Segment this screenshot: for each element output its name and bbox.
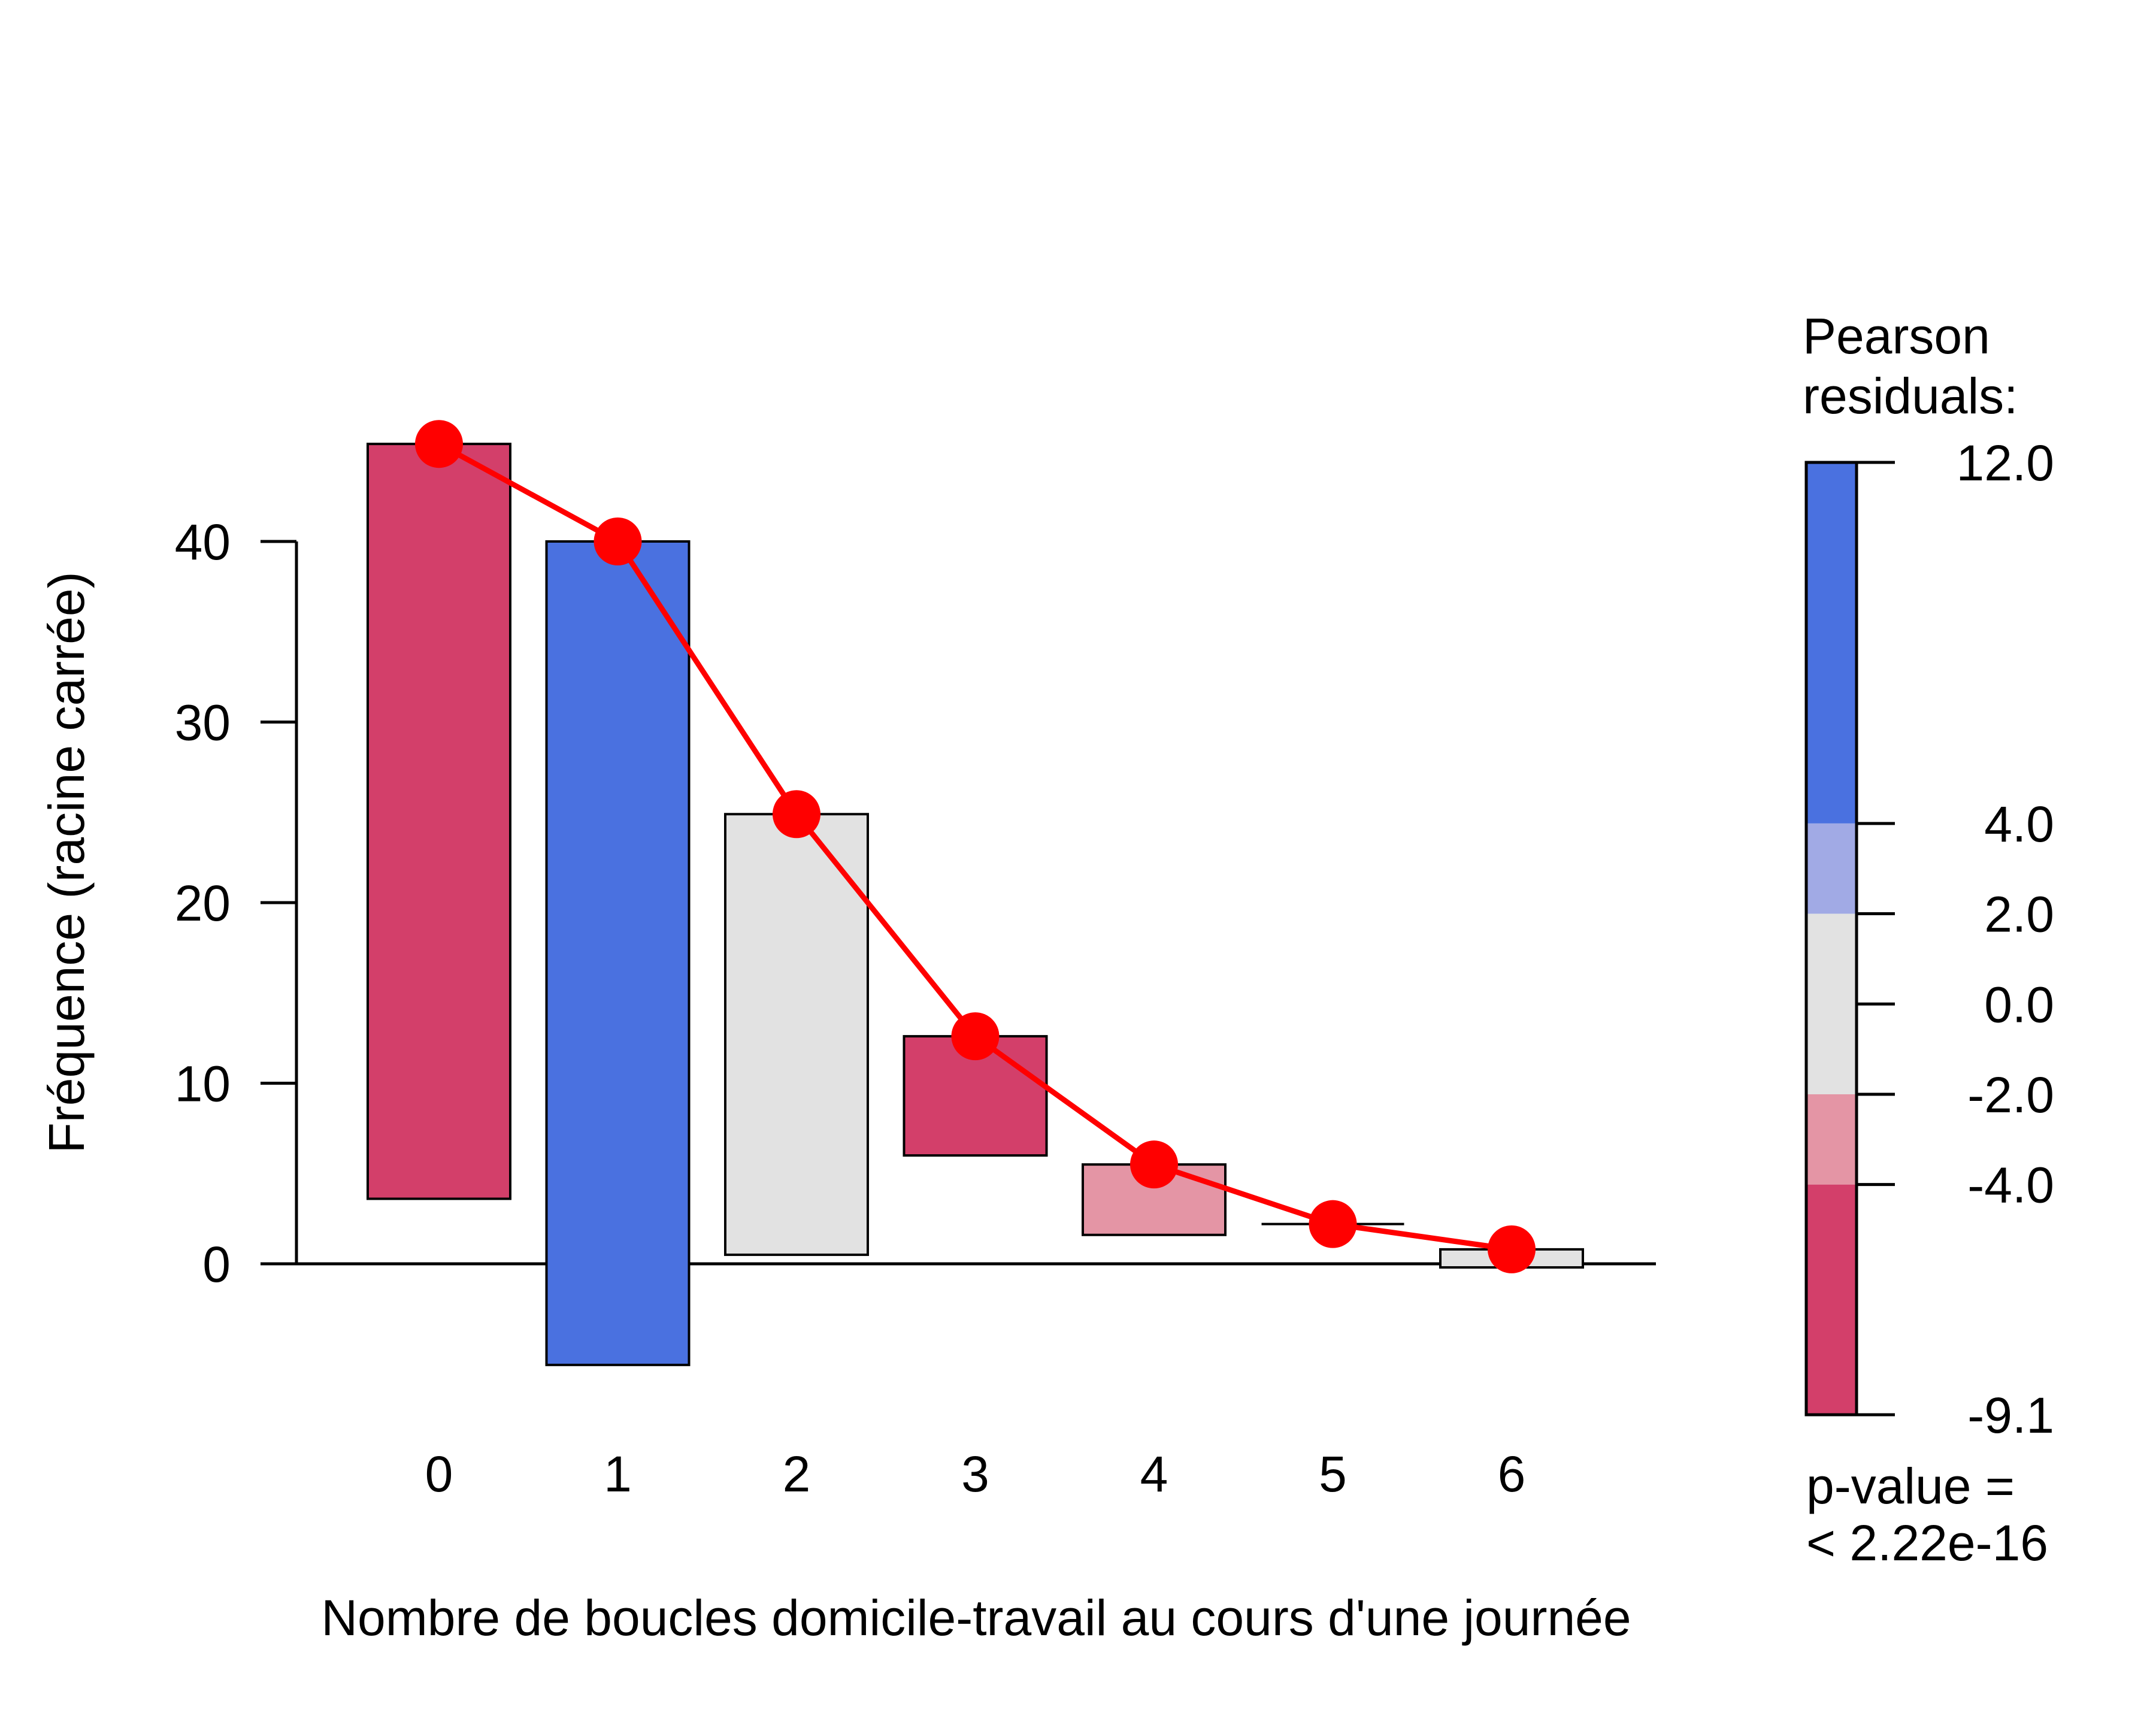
x-tick-labels: 0 1 2 3 4 5 6 bbox=[425, 1446, 1526, 1502]
legend-color-bar bbox=[1804, 461, 1858, 1417]
x-tick-label: 5 bbox=[1319, 1446, 1347, 1502]
expected-point-4 bbox=[1130, 1140, 1178, 1189]
y-tick-label: 10 bbox=[175, 1056, 231, 1112]
expected-point-1 bbox=[593, 518, 642, 565]
legend-tick-label: 2.0 bbox=[1984, 886, 2054, 943]
bar-2 bbox=[724, 813, 869, 1256]
legend-swatch-pos2to4 bbox=[1806, 823, 1857, 914]
y-axis: 0 10 20 30 40 bbox=[175, 514, 298, 1293]
legend-tick-label: 4.0 bbox=[1984, 796, 2054, 852]
bar-0 bbox=[367, 443, 511, 1200]
y-tick-label: 0 bbox=[202, 1236, 231, 1293]
bar-1 bbox=[545, 540, 691, 1366]
x-tick-label: 2 bbox=[783, 1446, 811, 1502]
expected-point-0 bbox=[415, 420, 463, 468]
legend-swatch-gt4 bbox=[1806, 462, 1857, 824]
legend-title-line1: Pearson bbox=[1803, 308, 1990, 364]
legend-tick-label: 12.0 bbox=[1957, 435, 2055, 491]
legend-tick-label: -2.0 bbox=[1967, 1067, 2054, 1123]
legend-tick-label: -9.1 bbox=[1967, 1387, 2054, 1443]
x-tick-label: 0 bbox=[425, 1446, 453, 1502]
x-tick-label: 4 bbox=[1140, 1446, 1168, 1502]
legend-swatch-lt-4 bbox=[1806, 1184, 1857, 1415]
y-tick-label: 40 bbox=[175, 514, 231, 570]
expected-point-3 bbox=[951, 1012, 1000, 1061]
legend-bar-border bbox=[1804, 461, 1858, 1417]
legend-tick-label: -4.0 bbox=[1967, 1157, 2054, 1213]
legend-tick-label: 0.0 bbox=[1984, 976, 2054, 1033]
legend-ticks: 12.0 4.0 2.0 0.0 -2.0 -4.0 -9.1 bbox=[1857, 435, 2054, 1443]
bar-group bbox=[367, 443, 1584, 1366]
x-tick-label: 3 bbox=[961, 1446, 989, 1502]
expected-point-2 bbox=[773, 790, 820, 839]
x-axis-label: Nombre de boucles domicile-travail au co… bbox=[321, 1590, 1631, 1646]
legend-swatch-mid bbox=[1806, 913, 1857, 1094]
residual-legend: Pearson residuals: 12.0 4.0 2.0 0.0 -2.0 -4.0… bbox=[1803, 308, 2054, 1571]
expected-point-6 bbox=[1488, 1225, 1536, 1273]
y-tick-label: 20 bbox=[175, 875, 231, 931]
x-tick-label: 6 bbox=[1498, 1446, 1526, 1502]
pvalue-line1: p-value = bbox=[1806, 1458, 2015, 1514]
y-axis-label: Fréquence (racine carrée) bbox=[38, 571, 95, 1153]
pvalue-line2: < 2.22e-16 bbox=[1806, 1515, 2048, 1571]
y-tick-label: 30 bbox=[175, 695, 231, 751]
expected-frequency-line bbox=[415, 420, 1536, 1273]
expected-point-5 bbox=[1309, 1200, 1357, 1248]
x-tick-label: 1 bbox=[604, 1446, 632, 1502]
legend-title-line2: residuals: bbox=[1803, 368, 2018, 424]
legend-swatch-neg2to4 bbox=[1806, 1094, 1857, 1185]
